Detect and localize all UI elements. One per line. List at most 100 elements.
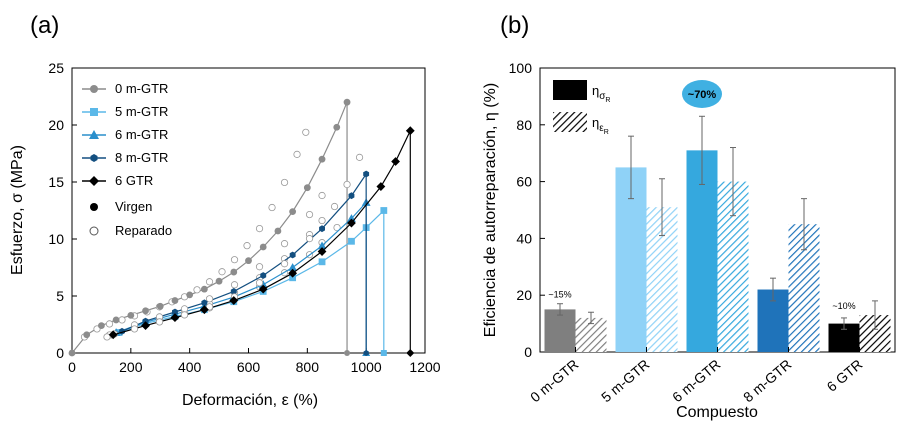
chart-b-xlabel: Compuesto bbox=[676, 404, 758, 421]
category-label: 6 m-GTR bbox=[669, 356, 723, 405]
repaired-point bbox=[343, 180, 351, 189]
data-point bbox=[289, 208, 297, 216]
data-point bbox=[141, 321, 150, 331]
legend-a-label-1: 5 m-GTR bbox=[115, 104, 168, 119]
data-point bbox=[68, 349, 76, 357]
repaired-point bbox=[293, 150, 301, 158]
bar-group-3: 8 m-GTR bbox=[740, 198, 820, 405]
repaired-point bbox=[193, 286, 201, 294]
data-point bbox=[260, 272, 267, 279]
repaired-point bbox=[268, 203, 276, 212]
data-point bbox=[127, 311, 135, 319]
repaired-point bbox=[280, 240, 289, 248]
data-point bbox=[245, 257, 252, 265]
annotation-text: ~70% bbox=[688, 89, 717, 101]
data-point bbox=[98, 322, 105, 330]
annotation-text: ~15% bbox=[548, 290, 571, 300]
data-point bbox=[142, 307, 149, 315]
y-tick-label-a: 15 bbox=[48, 174, 64, 190]
y-tick-label-a: 10 bbox=[48, 231, 64, 247]
panel-b-label: (b) bbox=[500, 12, 529, 39]
data-point bbox=[156, 302, 164, 310]
data-point bbox=[199, 305, 209, 315]
bar-group-2: 6 m-GTR bbox=[669, 115, 749, 405]
x-tick-label-a: 400 bbox=[178, 359, 202, 375]
legend-a-label-reparado: Reparado bbox=[115, 223, 172, 238]
y-tick-label-a: 20 bbox=[48, 117, 64, 133]
chart-a-xlabel: Deformación, ε (%) bbox=[182, 392, 318, 409]
chart-a: 0 200 400 600 800 1000 1200 0 5 10 15 20 25 bbox=[48, 60, 440, 375]
data-point bbox=[200, 285, 208, 293]
category-label: 0 m-GTR bbox=[527, 356, 581, 405]
legend-a-label-4: 6 GTR bbox=[115, 173, 153, 188]
data-point bbox=[201, 299, 208, 307]
bar-group-0: 0 m-GTR bbox=[527, 303, 607, 405]
repaired-point bbox=[103, 333, 111, 341]
data-point bbox=[83, 331, 91, 339]
legend-a-label-0: 0 m-GTR bbox=[115, 81, 168, 96]
legend-a-label-virgen: Virgen bbox=[115, 199, 152, 214]
chart-b: 0 20 40 60 80 100 0 m-GTR 5 m-GTR 6 m-GTR 8 m-GTR… bbox=[509, 60, 896, 405]
repaired-point bbox=[180, 311, 189, 319]
x-tick-label-a: 200 bbox=[119, 359, 143, 375]
repaired-point bbox=[355, 153, 364, 161]
repaired-point bbox=[255, 225, 264, 233]
data-point bbox=[391, 157, 400, 166]
legend-b-label-0: ησR bbox=[592, 83, 610, 104]
data-point bbox=[258, 284, 268, 294]
repaired-point bbox=[333, 224, 341, 232]
repaired-point bbox=[243, 242, 251, 250]
data-point bbox=[274, 227, 282, 235]
break-point bbox=[363, 350, 369, 356]
data-point bbox=[303, 184, 311, 192]
y-tick-label-a: 0 bbox=[56, 345, 64, 361]
legend-b-label-1: ηεR bbox=[592, 115, 609, 136]
y-tick-label-b: 80 bbox=[516, 117, 532, 133]
legend-marker bbox=[89, 176, 99, 186]
data-point bbox=[319, 225, 325, 233]
annotation-text: ~10% bbox=[832, 301, 855, 311]
break-point bbox=[406, 349, 415, 357]
break-point bbox=[344, 350, 351, 356]
data-point bbox=[259, 243, 267, 251]
repaired-point bbox=[280, 260, 289, 268]
panel-a-label: (a) bbox=[30, 12, 59, 39]
repaired-point bbox=[155, 318, 164, 326]
data-point bbox=[230, 288, 237, 295]
legend-marker bbox=[90, 108, 98, 116]
x-tick-label-a: 0 bbox=[68, 359, 76, 375]
data-point bbox=[230, 268, 238, 276]
data-point bbox=[115, 329, 123, 336]
repaired-point bbox=[230, 281, 239, 289]
data-point bbox=[348, 192, 355, 200]
category-label: 5 m-GTR bbox=[598, 356, 652, 405]
repaired-point bbox=[305, 235, 314, 243]
legend-marker bbox=[90, 85, 98, 93]
repaired-point bbox=[180, 305, 189, 313]
data-point bbox=[108, 330, 118, 340]
break-point bbox=[380, 350, 387, 356]
repaired-point bbox=[205, 278, 214, 286]
legend-b bbox=[553, 80, 587, 132]
y-tick-label-a: 5 bbox=[56, 288, 64, 304]
category-label: 8 m-GTR bbox=[740, 356, 794, 405]
chart-b-ylabel: Eficiencia de autorreparación, η (%) bbox=[482, 83, 499, 337]
x-tick-label-a: 800 bbox=[296, 359, 320, 375]
repaired-point bbox=[105, 320, 114, 328]
data-point bbox=[186, 291, 194, 299]
x-tick-label-a: 1000 bbox=[351, 359, 382, 375]
legend-swatch-sigma bbox=[553, 80, 587, 100]
data-point bbox=[317, 247, 327, 256]
series-a-0 bbox=[68, 98, 351, 357]
y-tick-label-b: 60 bbox=[516, 174, 532, 190]
data-point bbox=[288, 263, 298, 271]
series-a-2 bbox=[105, 198, 371, 356]
data-point bbox=[172, 308, 178, 316]
legend-a-label-3: 8 m-GTR bbox=[115, 150, 168, 165]
legend-a-label-2: 6 m-GTR bbox=[115, 127, 168, 142]
repaired-point bbox=[255, 279, 264, 287]
repaired-point bbox=[330, 202, 339, 211]
repaired-point bbox=[205, 303, 214, 311]
repaired-point bbox=[205, 295, 214, 303]
data-point bbox=[343, 98, 351, 106]
